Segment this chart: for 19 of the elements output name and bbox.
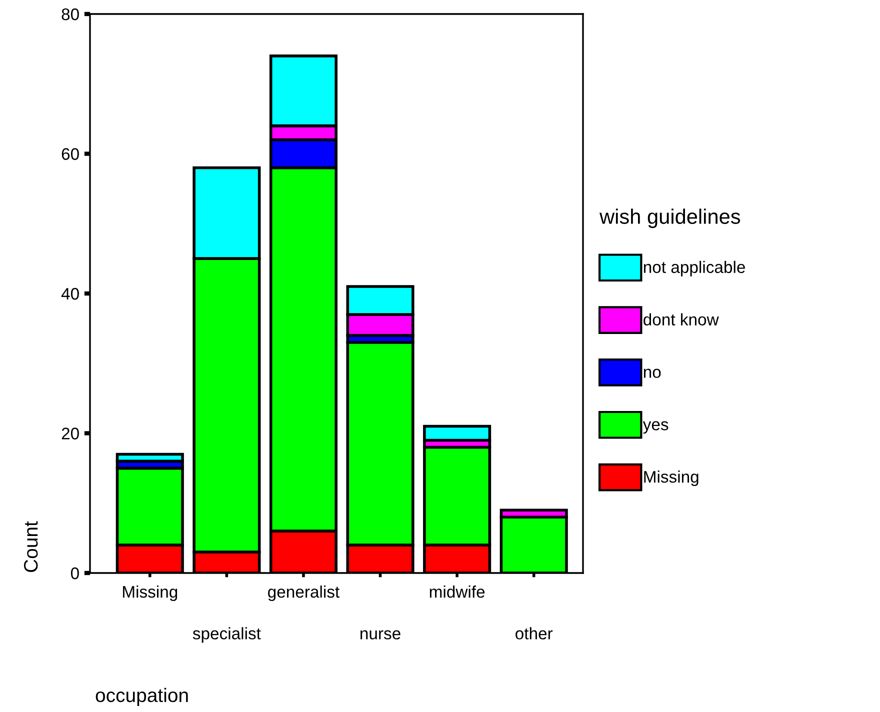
x-tick-label: Missing [123, 586, 178, 602]
x-tick-label: other [516, 627, 553, 640]
y-tick-label: 0 [70, 567, 79, 580]
legend-title: wish guidelines [599, 208, 740, 228]
legend-label: Missing [644, 470, 698, 486]
y-tick-label: 20 [62, 428, 79, 440]
legend-label: dont know [644, 313, 719, 326]
x-tick-label: specialist [192, 627, 261, 643]
legend-label: yes [642, 421, 668, 434]
x-axis-title: occupation [96, 688, 188, 706]
y-tick-label: 40 [61, 288, 79, 300]
x-tick-label: nurse [360, 630, 400, 640]
x-tick-label: generalist [268, 586, 340, 602]
y-tick-label: 80 [62, 8, 79, 20]
x-tick-label: midwife [430, 586, 485, 598]
y-tick-label: 60 [62, 148, 79, 160]
legend-label: not applicable [644, 260, 745, 276]
legend-label: no [644, 368, 661, 378]
y-axis-title: Count [24, 521, 38, 572]
